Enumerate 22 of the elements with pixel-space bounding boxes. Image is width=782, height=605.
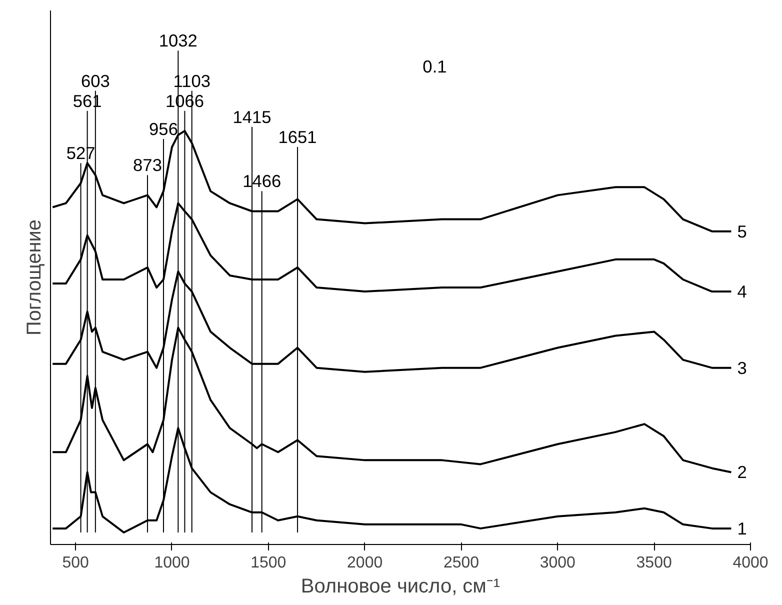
ref-line-label: 956 bbox=[149, 118, 178, 139]
x-tick-label: 3500 bbox=[636, 554, 672, 572]
series-label: 5 bbox=[737, 221, 747, 242]
series-label: 3 bbox=[737, 358, 747, 378]
x-tick-label: 4000 bbox=[732, 554, 768, 572]
series-label: 4 bbox=[737, 282, 748, 302]
y-axis-title: Поглощение bbox=[24, 219, 46, 336]
x-tick-label: 2500 bbox=[443, 554, 480, 572]
ref-line-label: 1415 bbox=[232, 106, 272, 127]
ref-line-label: 1032 bbox=[158, 30, 198, 51]
ref-line-label: 1651 bbox=[278, 127, 317, 148]
x-tick-label: 3000 bbox=[540, 554, 576, 572]
text: 0.1 bbox=[422, 56, 447, 77]
series-label: 2 bbox=[737, 462, 747, 482]
x-tick-label: 1000 bbox=[154, 554, 190, 572]
x-tick-label: 1500 bbox=[250, 554, 286, 572]
series-label: 1 bbox=[737, 518, 747, 538]
ref-line-label: 603 bbox=[80, 70, 110, 91]
x-tick-label: 2000 bbox=[347, 554, 383, 572]
ref-line-label: 873 bbox=[133, 155, 162, 176]
x-tick-label: 500 bbox=[62, 554, 90, 572]
x-axis-title: Волновое число, см⁻¹ bbox=[300, 576, 500, 598]
